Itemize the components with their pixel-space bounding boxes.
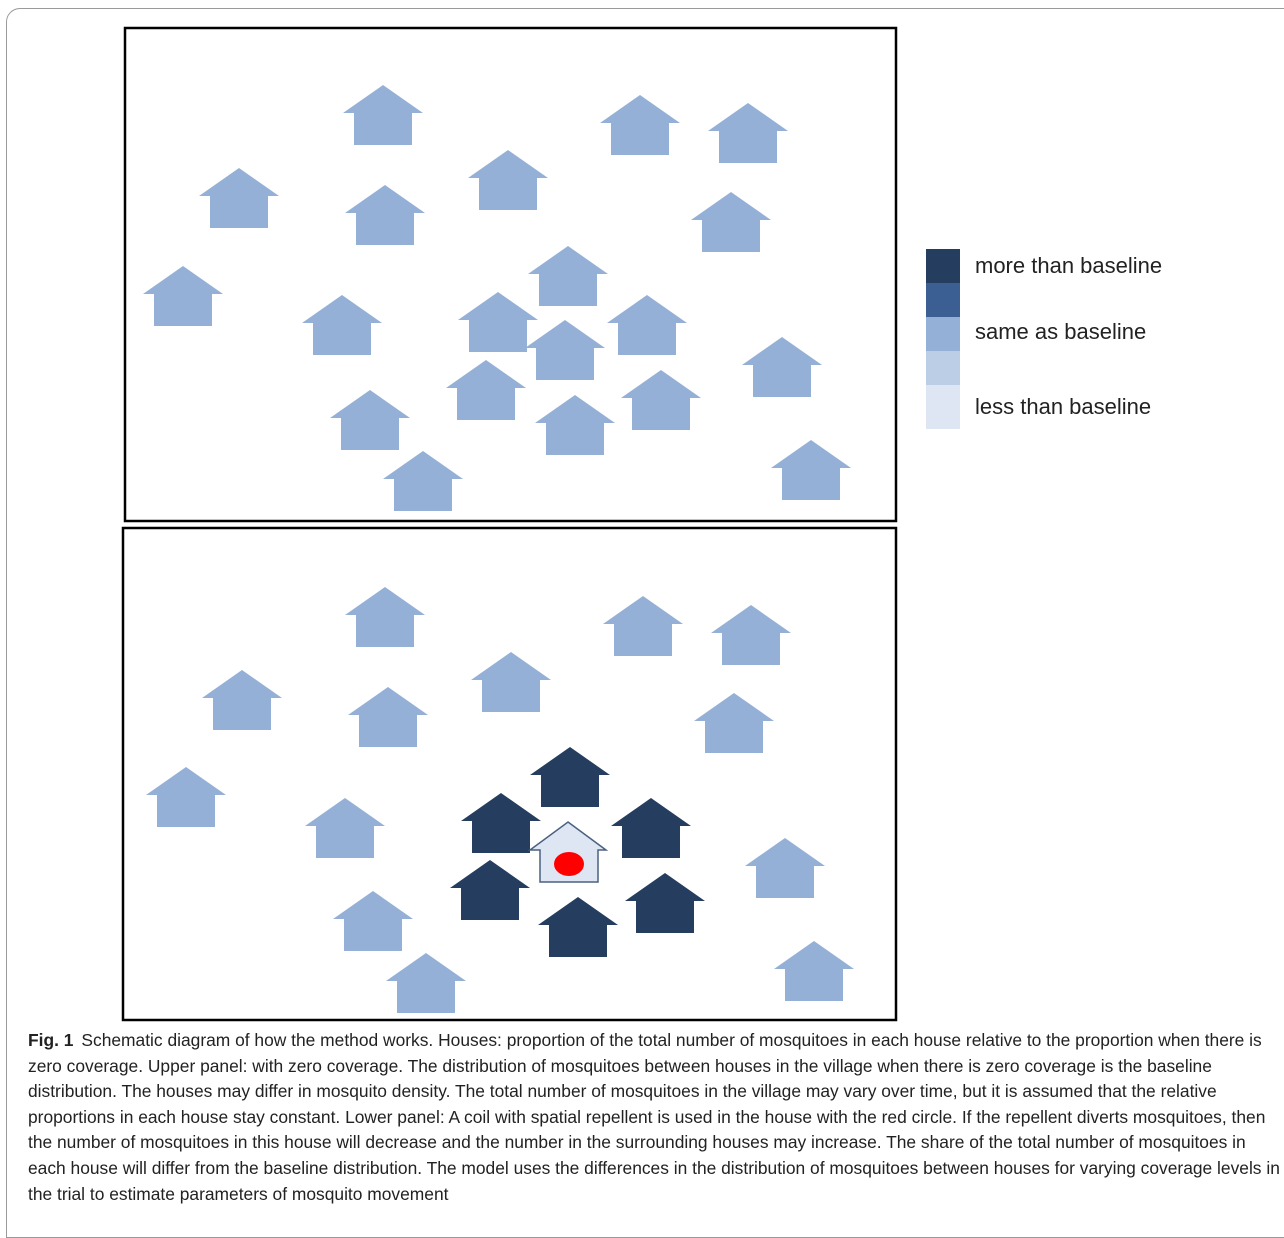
- caption-text: Schematic diagram of how the method work…: [28, 1030, 1280, 1204]
- caption-label: Fig. 1: [28, 1030, 74, 1050]
- house: [343, 85, 423, 145]
- house: [691, 192, 771, 252]
- legend-swatch: [926, 317, 960, 351]
- legend-label: more than baseline: [975, 253, 1162, 278]
- house: [600, 95, 680, 155]
- legend-swatch: [926, 351, 960, 385]
- house: [446, 360, 526, 420]
- house: [611, 798, 691, 858]
- house: [711, 605, 791, 665]
- house: [621, 370, 701, 430]
- house: [461, 793, 541, 853]
- house: [345, 185, 425, 245]
- house: [525, 320, 605, 380]
- house: [143, 266, 223, 326]
- house: [528, 246, 608, 306]
- house: [333, 891, 413, 951]
- house-outline: [527, 821, 609, 883]
- house: [450, 860, 530, 920]
- red-circle: [554, 852, 584, 876]
- caption: Fig. 1 Schematic diagram of how the metho…: [28, 1028, 1282, 1207]
- house: [458, 292, 538, 352]
- house: [348, 687, 428, 747]
- house: [603, 596, 683, 656]
- house: [202, 670, 282, 730]
- house: [742, 337, 822, 397]
- house: [471, 652, 551, 712]
- house: [383, 451, 463, 511]
- legend-swatch: [926, 385, 960, 429]
- house: [530, 747, 610, 807]
- house: [708, 103, 788, 163]
- houses: [143, 85, 854, 1013]
- house: [199, 168, 279, 228]
- diagram: more than baseline same as baseline less…: [121, 26, 1162, 1022]
- repellent-house: [527, 821, 609, 883]
- legend-label: same as baseline: [975, 319, 1146, 344]
- house: [302, 295, 382, 355]
- house: [386, 953, 466, 1013]
- house: [771, 440, 851, 500]
- house: [330, 390, 410, 450]
- upper-panel: [123, 26, 898, 523]
- house: [774, 941, 854, 1001]
- legend-swatch: [926, 249, 960, 283]
- house: [345, 587, 425, 647]
- house: [745, 838, 825, 898]
- legend-label: less than baseline: [975, 394, 1151, 419]
- house: [694, 693, 774, 753]
- house: [625, 873, 705, 933]
- house: [538, 897, 618, 957]
- legend-swatch: [926, 283, 960, 317]
- house: [468, 150, 548, 210]
- house: [535, 395, 615, 455]
- lower-panel: [121, 526, 898, 1022]
- house: [607, 295, 687, 355]
- legend: more than baseline same as baseline less…: [926, 249, 1162, 429]
- house: [305, 798, 385, 858]
- house: [146, 767, 226, 827]
